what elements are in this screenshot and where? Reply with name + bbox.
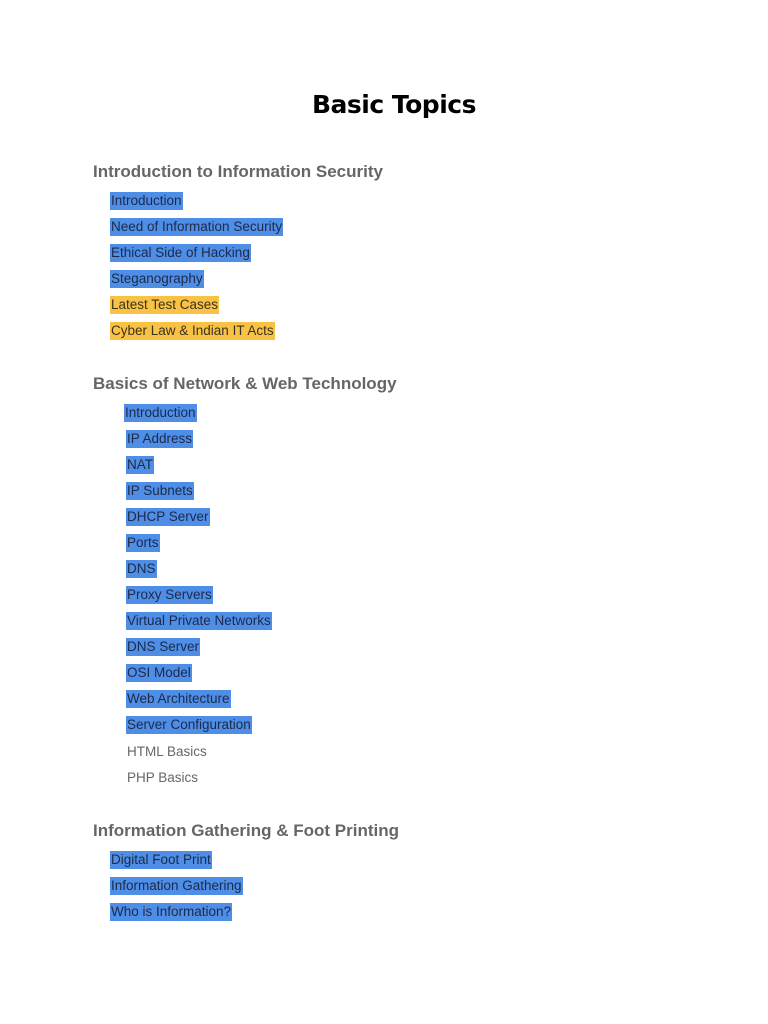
list-item: Digital Foot Print (110, 847, 212, 873)
list-item-label: Proxy Servers (126, 586, 213, 604)
list-item: Ports (126, 530, 160, 556)
list-item-label: DNS Server (126, 638, 201, 656)
section-heading-info-security: Introduction to Information Security (93, 162, 383, 181)
list-item-label: Virtual Private Networks (126, 612, 272, 630)
list-item: Who is Information? (110, 899, 233, 925)
list-item: Web Architecture (126, 686, 231, 712)
list-item-label: DNS (126, 560, 157, 578)
list-item: Need of Information Security (110, 214, 284, 240)
list-item-label: Ethical Side of Hacking (110, 244, 251, 262)
list-item: IP Subnets (126, 478, 194, 504)
list-item-label: OSI Model (126, 664, 192, 682)
list-item-label: Introduction (110, 192, 183, 210)
list-item-label: Introduction (124, 404, 197, 422)
list-item-label: Information Gathering (110, 877, 243, 895)
list-item: Server Configuration (126, 712, 252, 738)
list-item-label: PHP Basics (127, 770, 199, 785)
list-item-label: IP Subnets (126, 482, 194, 500)
list-item: Latest Test Cases (110, 292, 220, 318)
section-heading-network-web: Basics of Network & Web Technology (93, 374, 397, 393)
list-item-label: Web Architecture (126, 690, 231, 708)
list-item: Cyber Law & Indian IT Acts (110, 318, 275, 344)
list-item: Ethical Side of Hacking (110, 240, 251, 266)
list-item-label: DHCP Server (126, 508, 210, 526)
list-item-label: Server Configuration (126, 716, 252, 734)
list-item-label: Cyber Law & Indian IT Acts (110, 322, 275, 340)
list-item-label: Digital Foot Print (110, 851, 212, 869)
list-item: Introduction (124, 400, 197, 426)
list-item: Virtual Private Networks (126, 608, 272, 634)
list-item-label: HTML Basics (127, 744, 207, 759)
list-item: PHP Basics (126, 765, 199, 791)
list-item-label: IP Address (126, 430, 194, 448)
list-item-label: NAT (126, 456, 154, 474)
list-item-label: Steganography (110, 270, 204, 288)
section-heading-info-gathering: Information Gathering & Foot Printing (93, 821, 399, 840)
list-item: DNS Server (126, 634, 201, 660)
list-item: NAT (126, 452, 154, 478)
list-item: Introduction (110, 188, 183, 214)
list-item-label: Ports (126, 534, 160, 552)
list-item: OSI Model (126, 660, 192, 686)
list-item-label: Latest Test Cases (110, 296, 220, 314)
list-item: Information Gathering (110, 873, 243, 899)
list-item-label: Need of Information Security (110, 218, 284, 236)
list-item: Steganography (110, 266, 204, 292)
list-item: HTML Basics (126, 739, 208, 765)
list-item: DHCP Server (126, 504, 210, 530)
list-item-label: Who is Information? (110, 903, 233, 921)
list-item: DNS (126, 556, 157, 582)
list-item: IP Address (126, 426, 194, 452)
page-title: Basic Topics (312, 90, 476, 119)
list-item: Proxy Servers (126, 582, 213, 608)
